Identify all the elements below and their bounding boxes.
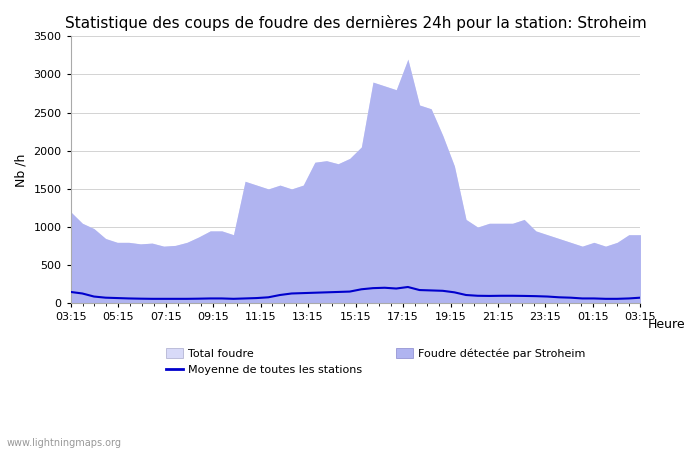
Title: Statistique des coups de foudre des dernières 24h pour la station: Stroheim: Statistique des coups de foudre des dern… — [64, 15, 646, 31]
Text: Heure: Heure — [648, 319, 685, 331]
Legend: Total foudre, Moyenne de toutes les stations, Foudre détectée par Stroheim: Total foudre, Moyenne de toutes les stat… — [162, 344, 590, 380]
Y-axis label: Nb /h: Nb /h — [15, 153, 28, 187]
Text: www.lightningmaps.org: www.lightningmaps.org — [7, 438, 122, 448]
